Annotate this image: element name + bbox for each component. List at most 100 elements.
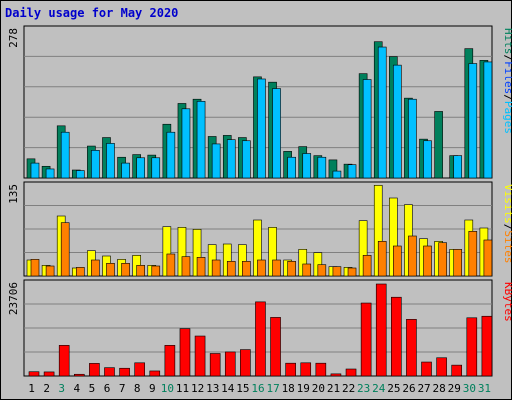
day-label-30: 30 xyxy=(463,382,476,395)
day-label-27: 27 xyxy=(417,382,430,395)
day-label-9: 9 xyxy=(149,382,156,395)
bar-files-day-4 xyxy=(75,170,85,179)
bar-kbytes-day-14 xyxy=(224,351,236,377)
day-label-12: 12 xyxy=(191,382,204,395)
bar-kbytes-day-24 xyxy=(375,283,387,377)
bar-kbytes-day-13 xyxy=(209,353,221,377)
bar-sites-day-13 xyxy=(211,259,221,277)
legend-bottom: KBytes xyxy=(502,282,512,322)
day-label-14: 14 xyxy=(221,382,235,395)
bar-kbytes-day-10 xyxy=(164,345,176,377)
bar-files-day-15 xyxy=(242,140,251,179)
bar-files-day-19 xyxy=(302,153,312,179)
bar-kbytes-day-22 xyxy=(345,368,357,377)
bar-sites-day-20 xyxy=(317,264,327,277)
bar-kbytes-day-6 xyxy=(104,367,115,377)
bar-sites-day-2 xyxy=(45,265,55,277)
bar-kbytes-day-3 xyxy=(58,345,70,377)
day-label-28: 28 xyxy=(433,382,446,395)
bar-files-day-6 xyxy=(106,143,115,179)
bar-kbytes-day-15 xyxy=(240,349,251,377)
bar-sites-day-11 xyxy=(181,256,191,277)
ymax-label-bottom: 23706 xyxy=(7,282,20,315)
day-label-8: 8 xyxy=(134,382,141,395)
bar-sites-day-26 xyxy=(408,235,417,277)
day-label-15: 15 xyxy=(236,382,249,395)
bar-files-day-1 xyxy=(30,162,40,179)
bar-files-day-8 xyxy=(136,157,145,179)
bar-kbytes-day-18 xyxy=(285,362,296,377)
bar-kbytes-day-19 xyxy=(300,362,312,377)
bar-files-day-12 xyxy=(196,101,206,179)
day-label-31: 31 xyxy=(478,382,491,395)
bar-kbytes-day-30 xyxy=(466,317,478,377)
bar-files-day-14 xyxy=(226,139,236,179)
ymax-label-top: 278 xyxy=(7,28,20,48)
bar-files-day-17 xyxy=(272,88,281,179)
bar-files-day-11 xyxy=(181,108,191,179)
bar-kbytes-day-1 xyxy=(28,371,40,377)
bar-files-day-7 xyxy=(121,162,130,179)
bar-sites-day-16 xyxy=(257,259,266,277)
legend-middle: Visits/Sites xyxy=(502,184,512,264)
bar-kbytes-day-9 xyxy=(149,370,161,377)
day-label-10: 10 xyxy=(161,382,174,395)
bar-files-day-18 xyxy=(287,156,296,179)
bar-files-day-5 xyxy=(91,150,100,179)
legend-top: Hits/Files/Pages xyxy=(502,28,512,134)
bar-kbytes-day-28 xyxy=(436,357,447,377)
bar-kbytes-day-7 xyxy=(119,367,130,377)
bar-files-day-30 xyxy=(468,63,478,179)
bar-kbytes-day-29 xyxy=(451,364,463,377)
day-label-20: 20 xyxy=(312,382,325,395)
bar-sites-day-22 xyxy=(347,267,357,277)
day-label-11: 11 xyxy=(176,382,189,395)
bar-kbytes-day-16 xyxy=(255,301,266,377)
bar-sites-day-5 xyxy=(91,259,100,277)
bar-files-day-3 xyxy=(60,131,70,179)
bar-kbytes-day-27 xyxy=(421,361,432,377)
bar-kbytes-day-23 xyxy=(360,302,372,377)
bar-files-day-26 xyxy=(408,98,417,179)
bar-sites-day-6 xyxy=(106,263,115,277)
bar-sites-day-15 xyxy=(242,261,251,277)
bar-sites-day-25 xyxy=(393,245,402,277)
bar-files-day-2 xyxy=(45,168,55,179)
bar-kbytes-day-11 xyxy=(179,328,191,377)
day-label-4: 4 xyxy=(74,382,81,395)
bar-sites-day-29 xyxy=(453,249,463,277)
bar-files-day-21 xyxy=(332,170,342,179)
bar-sites-day-19 xyxy=(302,263,312,277)
bar-files-day-25 xyxy=(393,64,402,179)
bar-kbytes-day-17 xyxy=(270,317,281,377)
bar-kbytes-day-12 xyxy=(194,335,206,377)
bar-sites-day-28 xyxy=(438,242,447,277)
bar-sites-day-21 xyxy=(332,266,342,277)
bar-sites-day-4 xyxy=(75,267,85,277)
day-label-22: 22 xyxy=(342,382,355,395)
bar-kbytes-day-8 xyxy=(134,362,145,377)
bar-sites-day-18 xyxy=(287,261,296,277)
bar-files-day-13 xyxy=(211,143,221,179)
day-label-19: 19 xyxy=(297,382,310,395)
bar-kbytes-day-5 xyxy=(89,363,100,377)
bar-sites-day-24 xyxy=(377,241,387,277)
bar-sites-day-3 xyxy=(60,222,70,277)
bar-kbytes-day-21 xyxy=(330,373,342,377)
bar-sites-day-31 xyxy=(483,239,493,277)
bar-kbytes-day-4 xyxy=(73,373,85,377)
bar-files-day-22 xyxy=(347,164,357,179)
day-label-7: 7 xyxy=(119,382,126,395)
day-label-25: 25 xyxy=(387,382,400,395)
legend-hits: Hits xyxy=(502,28,512,55)
bar-kbytes-day-31 xyxy=(481,315,493,377)
bar-files-day-20 xyxy=(317,156,327,179)
bar-kbytes-day-2 xyxy=(43,371,55,377)
day-label-5: 5 xyxy=(89,382,96,395)
bar-files-day-29 xyxy=(453,155,463,179)
bar-sites-day-1 xyxy=(30,259,40,277)
legend-pages: Pages xyxy=(502,101,512,134)
bar-hits-day-28 xyxy=(434,111,443,179)
bar-files-day-31 xyxy=(483,61,493,179)
